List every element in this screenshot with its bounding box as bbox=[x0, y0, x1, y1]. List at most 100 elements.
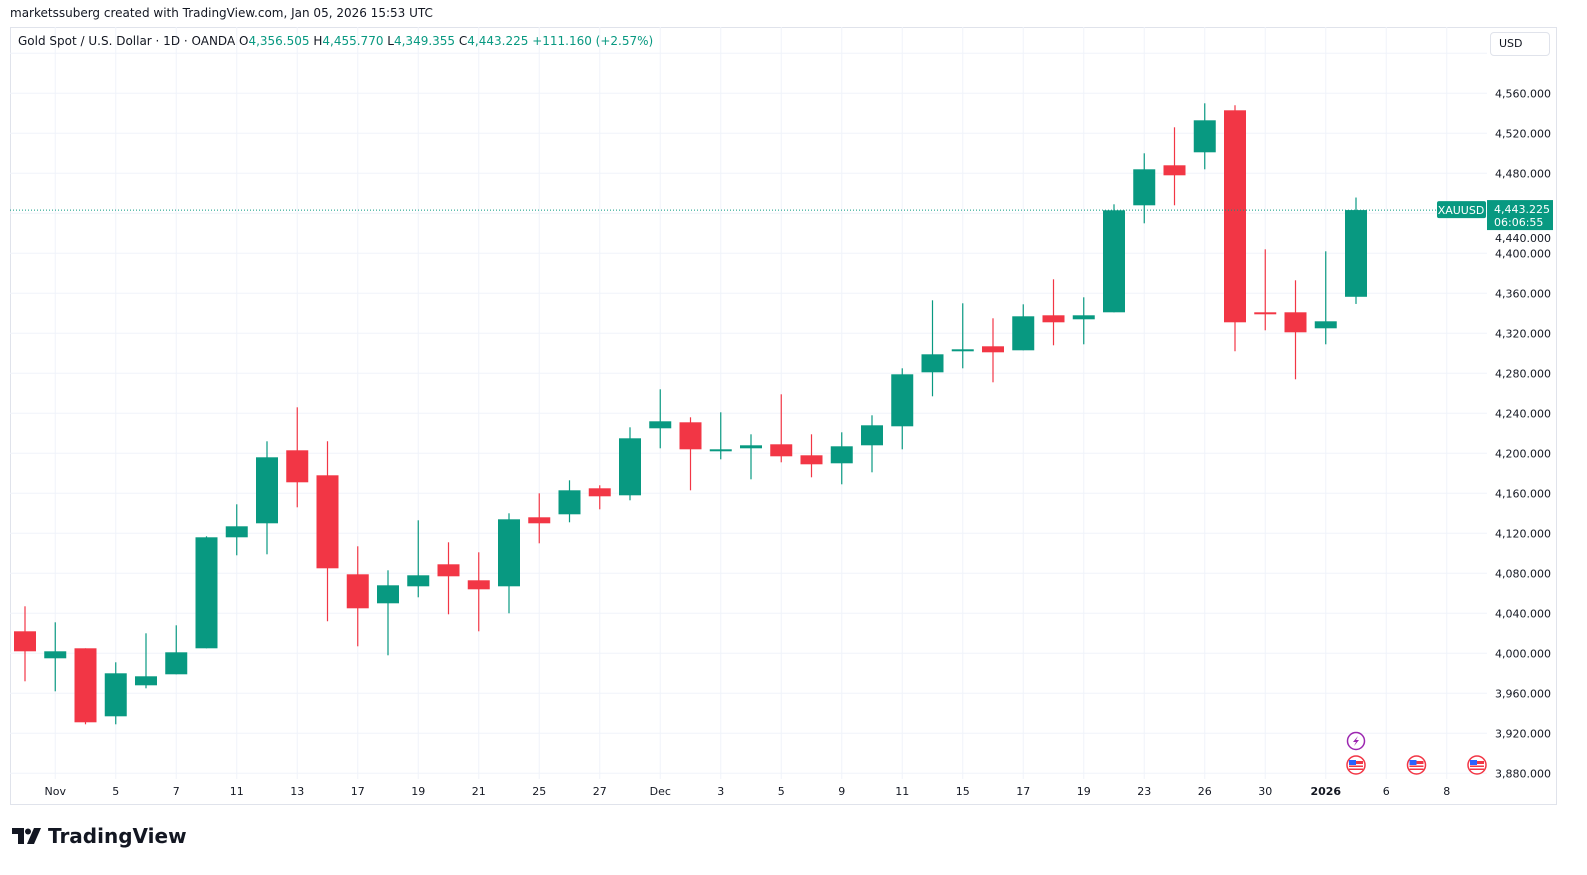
candle-2025-11-26 bbox=[558, 480, 581, 523]
candle-body bbox=[1072, 315, 1095, 320]
symbol-legend: Gold Spot / U.S. Dollar · 1D · OANDA O4,… bbox=[18, 34, 653, 48]
candle-body bbox=[982, 346, 1004, 353]
candle-2025-12-11 bbox=[891, 368, 914, 450]
candle-2025-11-21 bbox=[467, 552, 490, 632]
symbol-tag-bg bbox=[1437, 201, 1486, 219]
chart-credit: marketssuberg created with TradingView.c… bbox=[10, 6, 433, 20]
price-tick-label: 4,120.000 bbox=[1495, 527, 1551, 540]
time-tick-label: 25 bbox=[532, 785, 546, 798]
candle-body bbox=[951, 349, 974, 352]
candle-body bbox=[195, 537, 218, 649]
price-tick-label: 4,160.000 bbox=[1495, 487, 1551, 500]
candlestick-chart[interactable]: 3,880.000 3,920.000 3,960.000 4,000.000 4,04… bbox=[10, 27, 1557, 805]
candle-2025-11-11 bbox=[225, 504, 248, 556]
candle-body bbox=[619, 438, 641, 496]
candle-body bbox=[830, 446, 853, 464]
candle-2025-10-31 bbox=[14, 606, 36, 682]
price-tick-label: 4,560.000 bbox=[1495, 87, 1551, 100]
candle-2025-12-10 bbox=[861, 415, 883, 473]
candle-2026-01-05 bbox=[1345, 197, 1367, 304]
candle-body bbox=[74, 648, 97, 723]
price-tag-value: 4,443.225 bbox=[1494, 203, 1550, 216]
candle-2025-11-03 bbox=[44, 622, 67, 692]
candle-2026-01-02 bbox=[1314, 251, 1337, 345]
candle-body bbox=[1284, 312, 1307, 333]
candle-body bbox=[44, 651, 67, 659]
candle-2025-12-05 bbox=[770, 394, 793, 463]
time-tick-label: 21 bbox=[472, 785, 486, 798]
candle-body bbox=[1254, 312, 1277, 315]
candle-2025-12-22 bbox=[1103, 204, 1125, 313]
candle-body bbox=[346, 574, 369, 609]
time-axis: Nov 5 7 11 13 17 19 21 25 27 Dec 3 5 9 11 15 17 19 23 26 30 2… bbox=[45, 785, 1451, 798]
candle-body bbox=[377, 585, 399, 604]
candle-2025-12-17 bbox=[1012, 304, 1035, 351]
price-tick-label: 4,480.000 bbox=[1495, 167, 1551, 180]
candle-body bbox=[1133, 169, 1156, 206]
candle-2025-11-24 bbox=[498, 513, 520, 614]
candle-2025-12-24 bbox=[1163, 127, 1186, 206]
candle-body bbox=[437, 564, 460, 577]
time-tick-label: 9 bbox=[838, 785, 845, 798]
candle-body bbox=[891, 374, 914, 427]
candle-2025-12-01 bbox=[649, 389, 672, 449]
candles bbox=[14, 103, 1367, 725]
price-tick-label: 4,280.000 bbox=[1495, 367, 1551, 380]
lightning-icon-bolt bbox=[1353, 736, 1359, 746]
candle-2025-12-15 bbox=[951, 303, 974, 369]
symbol-description[interactable]: Gold Spot / U.S. Dollar · 1D · OANDA bbox=[18, 34, 236, 48]
time-tick-label: 17 bbox=[351, 785, 365, 798]
candle-body bbox=[800, 455, 823, 465]
candle-2025-11-13 bbox=[286, 407, 309, 508]
time-tick-label: 19 bbox=[411, 785, 425, 798]
candle-2025-11-18 bbox=[377, 570, 399, 656]
time-tick-label: 7 bbox=[173, 785, 180, 798]
candle-body bbox=[467, 580, 490, 590]
us-flag-canton bbox=[1349, 760, 1356, 765]
close-value: 4,443.225 bbox=[467, 34, 529, 48]
price-tag-bg bbox=[1487, 200, 1553, 231]
price-tag-countdown: 06:06:55 bbox=[1494, 216, 1543, 229]
candle-2025-12-30 bbox=[1254, 249, 1277, 331]
time-tick-label: Nov bbox=[45, 785, 67, 798]
price-tick-label: 4,320.000 bbox=[1495, 327, 1551, 340]
candle-body bbox=[1103, 210, 1125, 313]
candle-body bbox=[649, 421, 672, 429]
candle-2025-12-09 bbox=[830, 432, 853, 485]
candle-2025-11-19 bbox=[407, 520, 430, 598]
grid bbox=[10, 27, 1487, 779]
time-tick-label: 5 bbox=[112, 785, 119, 798]
candle-2025-11-14 bbox=[316, 441, 339, 622]
candle-body bbox=[316, 475, 339, 569]
price-tick-label: 4,080.000 bbox=[1495, 567, 1551, 580]
price-tick-label: 4,400.000 bbox=[1495, 247, 1551, 260]
price-tick-label: 3,880.000 bbox=[1495, 767, 1551, 780]
symbol-tag: XAUUSD bbox=[1438, 204, 1485, 217]
time-tick-label: 11 bbox=[230, 785, 244, 798]
us-flag-icon bbox=[1346, 755, 1366, 775]
candle-body bbox=[1193, 120, 1216, 153]
candle-body bbox=[135, 676, 157, 686]
candle-body bbox=[165, 652, 188, 675]
time-tick-label: 17 bbox=[1016, 785, 1030, 798]
tradingview-logo-icon bbox=[12, 828, 41, 844]
candle-body bbox=[104, 673, 127, 717]
candle-body bbox=[679, 422, 702, 450]
tradingview-logo[interactable]: TradingView bbox=[12, 824, 187, 848]
candle-body bbox=[1042, 315, 1065, 323]
time-tick-label: 2026 bbox=[1310, 785, 1341, 798]
time-tick-label: 13 bbox=[290, 785, 304, 798]
us-flag-canton bbox=[1470, 760, 1477, 765]
candle-2025-11-10 bbox=[195, 536, 218, 649]
candle-body bbox=[225, 526, 248, 538]
candle-2025-11-25 bbox=[528, 493, 551, 544]
time-tick-label: 19 bbox=[1077, 785, 1091, 798]
candle-body bbox=[256, 457, 278, 524]
candle-2025-12-18 bbox=[1042, 279, 1065, 346]
candle-2025-12-16 bbox=[982, 318, 1004, 383]
currency-button[interactable]: USD bbox=[1490, 32, 1550, 56]
time-tick-label: 3 bbox=[717, 785, 724, 798]
events bbox=[1346, 731, 1487, 775]
price-tick-label: 4,440.000 bbox=[1495, 232, 1551, 245]
